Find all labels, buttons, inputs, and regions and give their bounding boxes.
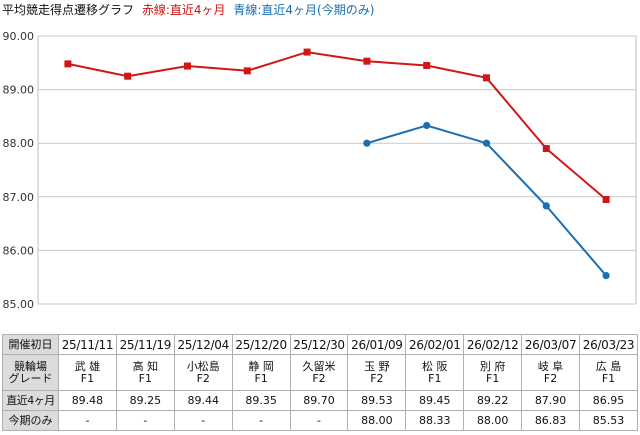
venue-name: 武 雄	[74, 359, 101, 373]
grade: F1	[254, 371, 268, 385]
chart-main-title: 平均競走得点遷移グラフ	[2, 3, 135, 17]
date-cell: 26/02/01	[405, 334, 465, 355]
season-score-cell: 88.00	[463, 410, 523, 431]
red-data-point	[124, 72, 132, 80]
venue-name: 小松島	[186, 359, 220, 373]
venue-name: 別 府	[479, 359, 506, 373]
season-row: 今期のみ - - - - - 88.00 88.33 88.00 86.83 8…	[2, 410, 638, 431]
red-data-point	[243, 67, 251, 75]
red-data-point	[184, 62, 191, 70]
grade: F2	[196, 371, 210, 385]
date-row: 開催初日 25/11/11 25/11/19 25/12/04 25/12/20…	[2, 334, 638, 355]
season-score-cell: -	[289, 410, 349, 431]
grade: F2	[370, 371, 384, 385]
season-score-cell: 86.83	[521, 410, 581, 431]
venue-row-header: 競輪場 グレード	[2, 354, 59, 391]
chart-title: 平均競走得点遷移グラフ 赤線:直近4ヶ月 青線:直近4ヶ月(今期のみ)	[2, 2, 374, 18]
recent-row: 直近4ヶ月 89.48 89.25 89.44 89.35 89.70 89.5…	[2, 390, 638, 411]
blue-data-point	[363, 139, 371, 147]
y-tick-label: 86.00	[3, 244, 35, 257]
venue-cell: 松 阪 F1	[405, 354, 465, 391]
venue-header-line2: グレード	[8, 371, 53, 385]
venue-name: 岐 阜	[537, 359, 564, 373]
venue-name: 玉 野	[364, 359, 390, 373]
date-cell: 26/03/23	[579, 334, 638, 355]
season-row-header: 今期のみ	[2, 410, 59, 431]
recent-row-header: 直近4ヶ月	[2, 390, 59, 411]
venue-cell: 高 知 F1	[115, 354, 175, 391]
venue-cell: 小松島 F2	[173, 354, 233, 391]
date-cell: 26/03/07	[521, 334, 581, 355]
recent-score-cell: 89.70	[289, 390, 349, 411]
venue-cell: 武 雄 F1	[58, 354, 117, 391]
venue-header-line1: 競輪場	[14, 359, 47, 373]
blue-line-legend: 青線:直近4ヶ月(今期のみ)	[233, 3, 375, 17]
venue-name: 久留米	[302, 359, 336, 373]
venue-row: 競輪場 グレード 武 雄 F1 高 知 F1 小松島 F2 静 岡 F1 久留米 F2 玉 …	[2, 354, 638, 391]
date-cell: 26/02/12	[463, 334, 523, 355]
grade: F1	[428, 371, 442, 385]
venue-name: 広 島	[595, 359, 622, 373]
recent-score-cell: 89.35	[231, 390, 291, 411]
venue-cell: 広 島 F1	[579, 354, 638, 391]
y-tick-label: 85.00	[3, 298, 35, 311]
season-score-cell: 88.00	[347, 410, 407, 431]
season-score-cell: 85.53	[579, 410, 638, 431]
red-line-legend: 赤線:直近4ヶ月	[141, 3, 226, 17]
blue-data-point	[602, 271, 610, 280]
grade: F1	[138, 371, 152, 385]
grade: F1	[601, 371, 616, 385]
red-data-point	[64, 60, 72, 68]
date-cell: 25/11/19	[115, 334, 175, 355]
season-score-cell: 88.33	[405, 410, 465, 431]
season-score-cell: -	[58, 410, 117, 431]
red-data-point	[483, 74, 490, 82]
red-data-point	[423, 61, 431, 69]
recent-score-cell: 89.45	[405, 390, 465, 411]
grade: F2	[543, 371, 558, 385]
y-tick-label: 88.00	[3, 137, 35, 150]
venue-cell: 静 岡 F1	[231, 354, 291, 391]
red-series-line	[67, 51, 607, 201]
y-tick-label: 89.00	[3, 84, 35, 97]
recent-score-cell: 89.44	[173, 390, 233, 411]
venue-name: 高 知	[132, 359, 159, 373]
blue-data-point	[423, 121, 431, 130]
season-score-cell: -	[173, 410, 233, 431]
venue-cell: 岐 阜 F2	[521, 354, 581, 391]
red-data-point	[542, 145, 550, 153]
y-tick-label: 87.00	[3, 191, 35, 204]
venue-cell: 玉 野 F2	[347, 354, 407, 391]
venue-name: 松 阪	[422, 359, 448, 373]
venue-name: 静 岡	[248, 359, 274, 373]
recent-score-cell: 89.25	[115, 390, 175, 411]
score-table: 開催初日 25/11/11 25/11/19 25/12/04 25/12/20…	[2, 334, 638, 431]
venue-cell: 久留米 F2	[289, 354, 349, 391]
date-cell: 25/12/20	[231, 334, 291, 355]
grade: F1	[80, 371, 95, 385]
recent-score-cell: 87.90	[521, 390, 581, 411]
recent-score-cell: 89.53	[347, 390, 407, 411]
blue-data-point	[542, 202, 550, 210]
recent-score-cell: 89.48	[58, 390, 117, 411]
date-cell: 26/01/09	[347, 334, 407, 355]
y-tick-label: 90.00	[3, 30, 35, 43]
line-chart: 85.00 86.00 87.00 88.00 89.00 90.00	[3, 30, 637, 311]
season-score-cell: -	[115, 410, 175, 431]
red-data-point	[303, 48, 311, 56]
red-data-point	[602, 195, 610, 203]
date-cell: 25/12/04	[173, 334, 233, 355]
recent-score-cell: 89.22	[463, 390, 523, 411]
date-cell: 25/11/11	[58, 334, 117, 355]
plot-area	[37, 35, 637, 305]
venue-cell: 別 府 F1	[463, 354, 523, 391]
grade: F1	[486, 371, 500, 385]
blue-data-point	[482, 139, 491, 147]
date-cell: 25/12/30	[289, 334, 349, 355]
date-row-header: 開催初日	[2, 334, 59, 355]
red-data-point	[363, 57, 371, 65]
recent-score-cell: 86.95	[579, 390, 638, 411]
grade: F2	[312, 371, 326, 385]
season-score-cell: -	[231, 410, 291, 431]
